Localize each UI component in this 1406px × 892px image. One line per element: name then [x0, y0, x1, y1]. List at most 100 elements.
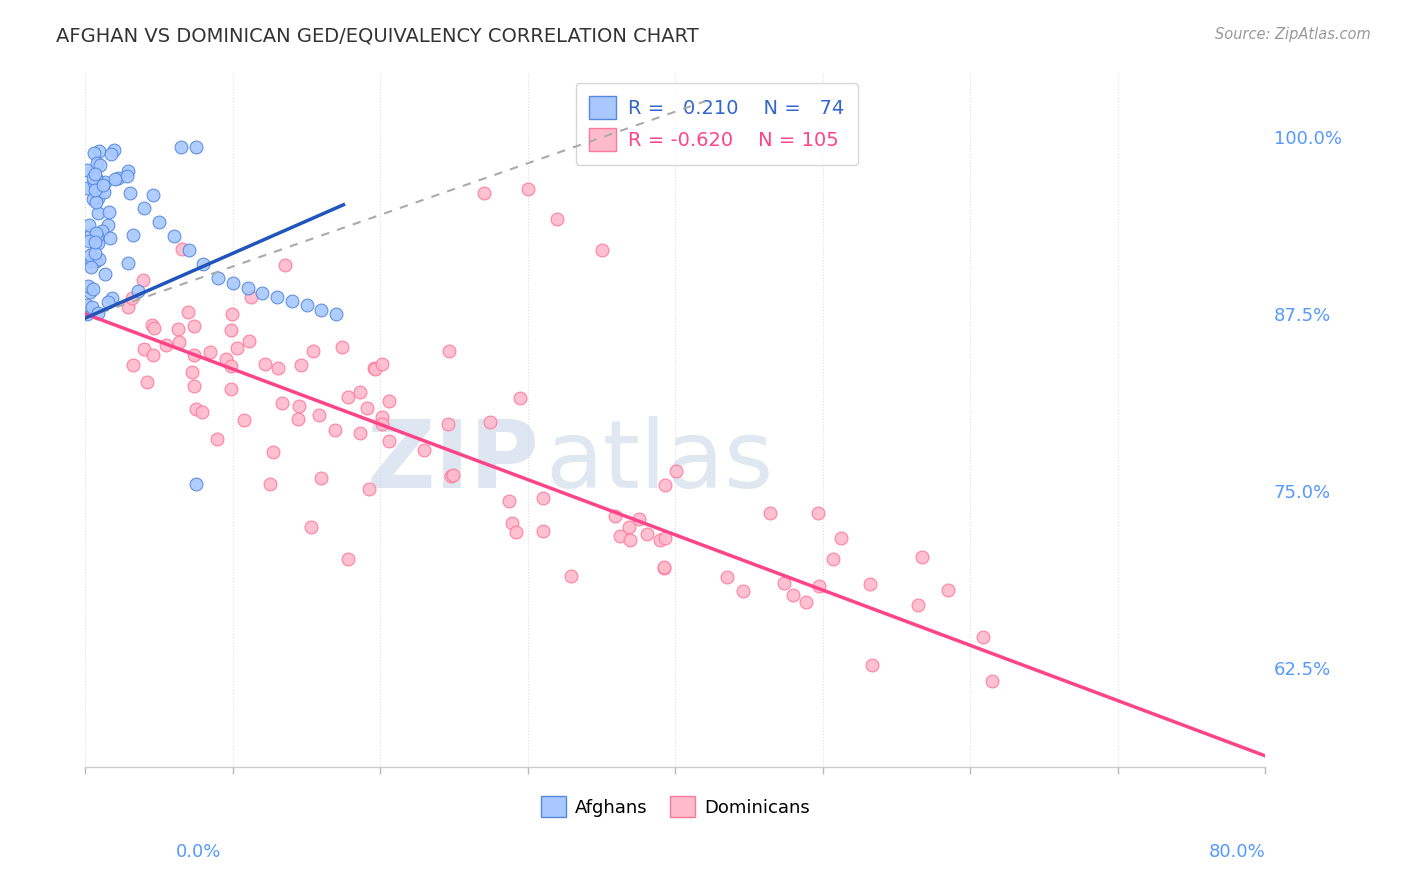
Point — [118, 186, 141, 201]
Point — [287, 412, 309, 426]
Point — [619, 519, 641, 533]
Point — [177, 243, 200, 257]
Point — [80, 254, 103, 268]
Point — [191, 405, 214, 419]
Legend: Afghans, Dominicans: Afghans, Dominicans — [534, 789, 817, 824]
Point — [516, 182, 538, 196]
Point — [412, 443, 434, 458]
Point — [107, 170, 129, 185]
Point — [222, 276, 245, 290]
Point — [652, 559, 675, 574]
Point — [308, 408, 330, 422]
Point — [94, 267, 117, 281]
Point — [169, 334, 191, 349]
Point — [101, 291, 124, 305]
Point — [441, 467, 464, 482]
Point — [87, 305, 110, 319]
Point — [664, 464, 686, 478]
Point — [221, 323, 243, 337]
Point — [170, 242, 193, 256]
Point — [79, 285, 101, 299]
Point — [325, 307, 347, 321]
Point — [501, 516, 523, 530]
Point — [336, 390, 359, 404]
Point — [82, 282, 104, 296]
Point — [232, 413, 254, 427]
Point — [84, 183, 107, 197]
Point — [183, 348, 205, 362]
Point — [94, 175, 117, 189]
Point — [148, 215, 170, 229]
Point — [177, 304, 200, 318]
Point — [83, 246, 105, 260]
Point — [226, 342, 249, 356]
Text: atlas: atlas — [546, 416, 773, 508]
Point — [236, 281, 259, 295]
Point — [309, 471, 332, 485]
Point — [142, 188, 165, 202]
Point — [274, 258, 297, 272]
Point — [83, 175, 105, 189]
Point — [97, 218, 120, 232]
Point — [299, 520, 322, 534]
Point — [205, 432, 228, 446]
Text: AFGHAN VS DOMINICAN GED/EQUIVALENCY CORRELATION CHART: AFGHAN VS DOMINICAN GED/EQUIVALENCY CORR… — [56, 27, 699, 45]
Point — [733, 583, 755, 598]
Point — [270, 396, 292, 410]
Point — [142, 320, 165, 334]
Point — [479, 415, 502, 429]
Point — [184, 476, 207, 491]
Point — [167, 322, 190, 336]
Point — [186, 402, 208, 417]
Point — [605, 509, 627, 524]
Point — [76, 278, 98, 293]
Point — [439, 343, 461, 358]
Text: Source: ZipAtlas.com: Source: ZipAtlas.com — [1215, 27, 1371, 42]
Point — [546, 211, 568, 226]
Point — [259, 477, 281, 491]
Point — [98, 205, 121, 219]
Point — [80, 260, 103, 274]
Point — [498, 493, 520, 508]
Point — [86, 206, 108, 220]
Point — [155, 338, 177, 352]
Point — [121, 291, 143, 305]
Point — [302, 344, 325, 359]
Point — [82, 171, 104, 186]
Point — [436, 417, 458, 431]
Point — [219, 359, 242, 373]
Point — [773, 576, 796, 591]
Point — [76, 162, 98, 177]
Point — [132, 342, 155, 356]
Point — [183, 318, 205, 333]
Point — [364, 362, 387, 376]
Point — [221, 307, 243, 321]
Point — [93, 185, 115, 199]
Point — [84, 167, 107, 181]
Point — [117, 300, 139, 314]
Point — [295, 298, 318, 312]
Point — [323, 423, 346, 437]
Point — [591, 243, 613, 257]
Point — [76, 298, 98, 312]
Point — [794, 595, 817, 609]
Point — [80, 300, 103, 314]
Point — [648, 533, 671, 547]
Point — [193, 257, 215, 271]
Point — [84, 186, 107, 201]
Point — [121, 358, 143, 372]
Point — [97, 295, 120, 310]
Point — [87, 236, 110, 251]
Point — [349, 385, 371, 400]
Point — [181, 364, 204, 378]
Point — [472, 186, 495, 201]
Point — [349, 426, 371, 441]
Point — [505, 524, 527, 539]
Point — [89, 158, 111, 172]
Point — [134, 201, 156, 215]
Point — [141, 318, 163, 333]
Point — [759, 506, 782, 520]
Point — [84, 254, 107, 268]
Point — [859, 577, 882, 591]
Point — [82, 192, 104, 206]
